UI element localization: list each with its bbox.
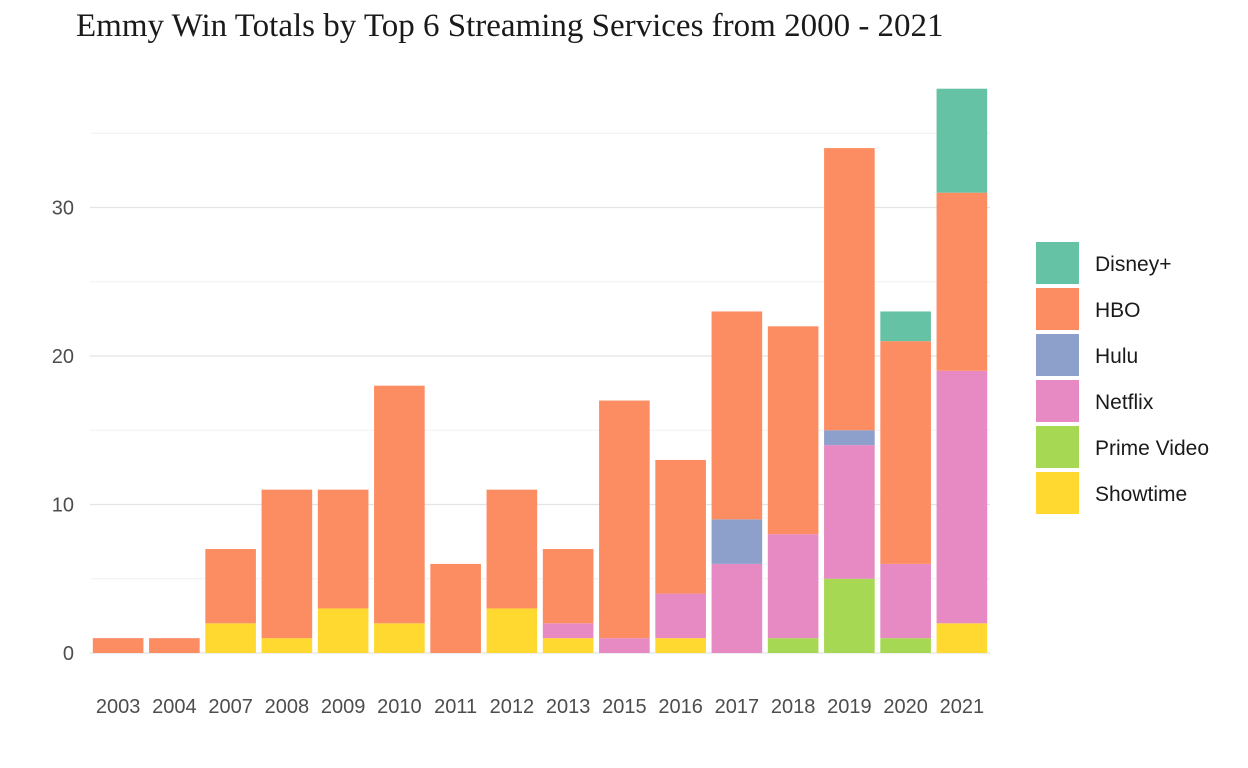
x-tick-label: 2013	[546, 696, 591, 718]
bar-segment-hbo-2017	[711, 311, 763, 520]
bar-segment-netflix-2017	[711, 563, 763, 653]
bar-segment-showtime-2012	[486, 608, 538, 653]
y-tick-label: 10	[52, 495, 74, 517]
x-tick-label: 2020	[883, 696, 928, 718]
bar-segment-hbo-2012	[486, 489, 538, 609]
bar-segment-hbo-2019	[824, 148, 875, 431]
bar-segment-hbo-2003	[92, 638, 144, 653]
x-tick-label: 2021	[940, 696, 985, 718]
bar-segment-hbo-2008	[261, 489, 313, 639]
bar-segment-showtime-2007	[205, 623, 256, 653]
bar-segment-hbo-2010	[374, 385, 425, 624]
bar-segment-hbo-2018	[767, 326, 819, 535]
chart-title: Emmy Win Totals by Top 6 Streaming Servi…	[76, 8, 944, 44]
bar-segment-hulu-2019	[824, 430, 875, 446]
y-tick-label: 30	[52, 198, 74, 220]
y-tick-label: 0	[63, 643, 74, 665]
legend-label: Disney+	[1095, 253, 1171, 276]
bar-segment-showtime-2010	[374, 623, 425, 653]
bar-segment-hbo-2015	[599, 400, 650, 639]
bar-segment-hbo-2013	[542, 549, 594, 624]
bar-segment-hbo-2021	[936, 192, 988, 371]
legend-label: Netflix	[1095, 391, 1154, 414]
legend-swatch	[1036, 334, 1079, 376]
x-axis-ticks: 2003 2004 2007 2008 2009 2010 2011 2012 2013 2015…	[96, 696, 984, 718]
legend-label: Prime Video	[1095, 437, 1209, 460]
bar-segment-disney--2021	[936, 88, 988, 193]
bar-segment-hbo-2007	[205, 549, 256, 624]
legend-swatch	[1036, 288, 1079, 330]
x-tick-label: 2019	[827, 696, 872, 718]
bar-segment-showtime-2013	[542, 638, 594, 653]
x-tick-label: 2008	[265, 696, 310, 718]
legend-swatch	[1036, 242, 1079, 284]
bar-segment-netflix-2015	[599, 638, 650, 653]
legend-swatch	[1036, 472, 1079, 514]
legend-label: Hulu	[1095, 345, 1138, 368]
x-tick-label: 2016	[658, 696, 703, 718]
x-tick-label: 2003	[96, 696, 141, 718]
y-axis-ticks: 0 10 20 30	[52, 198, 74, 666]
bar-segment-showtime-2008	[261, 638, 313, 653]
x-tick-label: 2012	[490, 696, 535, 718]
bar-segment-prime-video-2019	[824, 578, 875, 653]
bar-segment-prime-video-2020	[880, 638, 931, 653]
x-tick-label: 2009	[321, 696, 366, 718]
legend-swatch	[1036, 380, 1079, 422]
bar-segment-netflix-2019	[824, 445, 875, 579]
x-tick-label: 2007	[208, 696, 253, 718]
bar-segment-showtime-2009	[317, 608, 369, 653]
bar-segment-prime-video-2018	[767, 638, 819, 653]
bar-segment-hbo-2009	[317, 489, 369, 609]
legend-swatch	[1036, 426, 1079, 468]
bar-segment-netflix-2016	[655, 593, 706, 639]
y-tick-label: 20	[52, 346, 74, 368]
bar-segment-hbo-2020	[880, 341, 931, 564]
bars	[92, 88, 988, 653]
x-tick-label: 2010	[377, 696, 422, 718]
bar-segment-netflix-2018	[767, 534, 819, 639]
bar-segment-disney--2020	[880, 311, 931, 342]
bar-segment-hbo-2011	[430, 563, 481, 653]
bar-segment-hbo-2004	[149, 638, 200, 653]
bar-segment-showtime-2016	[655, 638, 706, 653]
bar-segment-showtime-2021	[936, 623, 988, 653]
x-tick-label: 2018	[771, 696, 816, 718]
bar-segment-hbo-2016	[655, 459, 706, 594]
x-tick-label: 2017	[715, 696, 760, 718]
bar-segment-hulu-2017	[711, 519, 763, 564]
bar-segment-netflix-2021	[936, 370, 988, 624]
x-tick-label: 2011	[434, 696, 477, 718]
bar-segment-netflix-2020	[880, 563, 931, 639]
legend: Disney+ HBO Hulu Netflix Prime Video Showtime	[1036, 242, 1209, 514]
legend-label: HBO	[1095, 299, 1141, 322]
x-tick-label: 2015	[602, 696, 647, 718]
bar-segment-netflix-2013	[542, 623, 594, 639]
x-tick-label: 2004	[152, 696, 197, 718]
legend-label: Showtime	[1095, 483, 1187, 506]
